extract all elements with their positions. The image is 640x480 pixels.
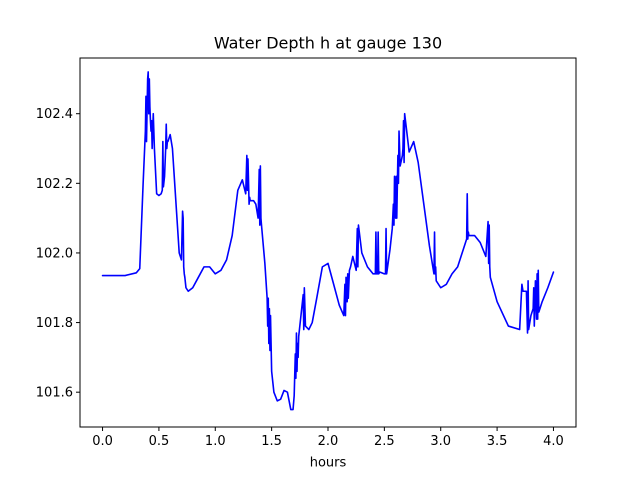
x-tick-label: 4.0 bbox=[543, 434, 564, 449]
y-axis-ticks: 101.6 101.8 102.0 102.2 102.4 bbox=[36, 107, 80, 401]
y-tick-label: 102.2 bbox=[36, 177, 73, 192]
x-axis-title: hours bbox=[310, 456, 347, 471]
plot-area bbox=[80, 58, 576, 427]
x-tick-label: 0.0 bbox=[92, 434, 113, 449]
plot-frame bbox=[79, 57, 577, 428]
x-tick-label: 1.5 bbox=[261, 434, 282, 449]
x-tick-label: 2.5 bbox=[374, 434, 395, 449]
x-tick-label: 2.0 bbox=[318, 434, 339, 449]
series-line-0 bbox=[101, 71, 555, 411]
chart-title: Water Depth h at gauge 130 bbox=[214, 34, 442, 53]
y-tick-label: 101.6 bbox=[36, 386, 73, 401]
x-tick-label: 1.0 bbox=[205, 434, 226, 449]
x-axis-ticks: 0.0 0.5 1.0 1.5 2.0 2.5 3.0 3.5 4.0 bbox=[92, 427, 564, 449]
data-layer bbox=[101, 71, 555, 411]
y-tick-label: 102.4 bbox=[36, 107, 73, 122]
x-tick-label: 3.0 bbox=[430, 434, 451, 449]
y-tick-label: 102.0 bbox=[36, 246, 73, 261]
x-tick-label: 0.5 bbox=[149, 434, 170, 449]
x-tick-label: 3.5 bbox=[487, 434, 508, 449]
y-tick-label: 101.8 bbox=[36, 316, 73, 331]
